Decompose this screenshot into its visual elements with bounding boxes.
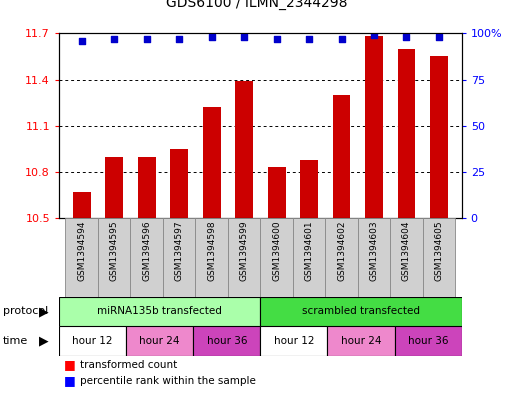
Bar [260, 326, 327, 356]
Text: time: time [3, 336, 28, 346]
Bar [195, 218, 228, 297]
Point [110, 36, 119, 42]
Text: GSM1394605: GSM1394605 [435, 220, 443, 281]
Bar [130, 218, 163, 297]
Point [175, 36, 183, 42]
Bar [73, 192, 91, 218]
Text: percentile rank within the sample: percentile rank within the sample [80, 376, 255, 386]
Text: transformed count: transformed count [80, 360, 177, 370]
Bar [66, 218, 98, 297]
Text: GSM1394599: GSM1394599 [240, 220, 249, 281]
Bar [423, 218, 455, 297]
Bar [138, 156, 155, 218]
Text: GSM1394597: GSM1394597 [174, 220, 184, 281]
Point [370, 32, 378, 39]
Bar [268, 167, 286, 218]
Text: GSM1394604: GSM1394604 [402, 220, 411, 281]
Bar [59, 326, 126, 356]
Bar [430, 57, 448, 218]
Bar [365, 37, 383, 218]
Text: GSM1394603: GSM1394603 [369, 220, 379, 281]
Bar [193, 326, 260, 356]
Text: GSM1394594: GSM1394594 [77, 220, 86, 281]
Text: GSM1394601: GSM1394601 [305, 220, 313, 281]
Bar [235, 81, 253, 218]
Text: ▶: ▶ [39, 305, 49, 318]
Bar [260, 297, 462, 326]
Point [338, 36, 346, 42]
Text: miRNA135b transfected: miRNA135b transfected [97, 307, 222, 316]
Bar [261, 218, 293, 297]
Bar [358, 218, 390, 297]
Point [208, 34, 216, 40]
Text: scrambled transfected: scrambled transfected [302, 307, 420, 316]
Text: hour 12: hour 12 [273, 336, 314, 346]
Bar [98, 218, 130, 297]
Point [402, 34, 410, 40]
Bar [170, 149, 188, 218]
Text: hour 12: hour 12 [72, 336, 113, 346]
Bar [394, 326, 462, 356]
Bar [293, 218, 325, 297]
Bar [390, 218, 423, 297]
Point [305, 36, 313, 42]
Bar [300, 160, 318, 218]
Text: protocol: protocol [3, 307, 48, 316]
Point [77, 38, 86, 44]
Text: ▶: ▶ [39, 334, 49, 347]
Bar [325, 218, 358, 297]
Bar [332, 95, 350, 218]
Bar [228, 218, 261, 297]
Text: hour 36: hour 36 [408, 336, 448, 346]
Text: GSM1394600: GSM1394600 [272, 220, 281, 281]
Bar [327, 326, 394, 356]
Bar [203, 107, 221, 218]
Text: GDS6100 / ILMN_2344298: GDS6100 / ILMN_2344298 [166, 0, 347, 10]
Bar [126, 326, 193, 356]
Text: hour 24: hour 24 [140, 336, 180, 346]
Text: GSM1394595: GSM1394595 [110, 220, 119, 281]
Bar [59, 297, 260, 326]
Bar [163, 218, 195, 297]
Text: ■: ■ [64, 358, 76, 371]
Point [272, 36, 281, 42]
Text: GSM1394596: GSM1394596 [142, 220, 151, 281]
Bar [398, 49, 416, 218]
Point [143, 36, 151, 42]
Text: GSM1394598: GSM1394598 [207, 220, 216, 281]
Text: ■: ■ [64, 374, 76, 387]
Text: hour 24: hour 24 [341, 336, 381, 346]
Text: GSM1394602: GSM1394602 [337, 220, 346, 281]
Text: hour 36: hour 36 [207, 336, 247, 346]
Bar [105, 156, 123, 218]
Point [240, 34, 248, 40]
Point [435, 34, 443, 40]
